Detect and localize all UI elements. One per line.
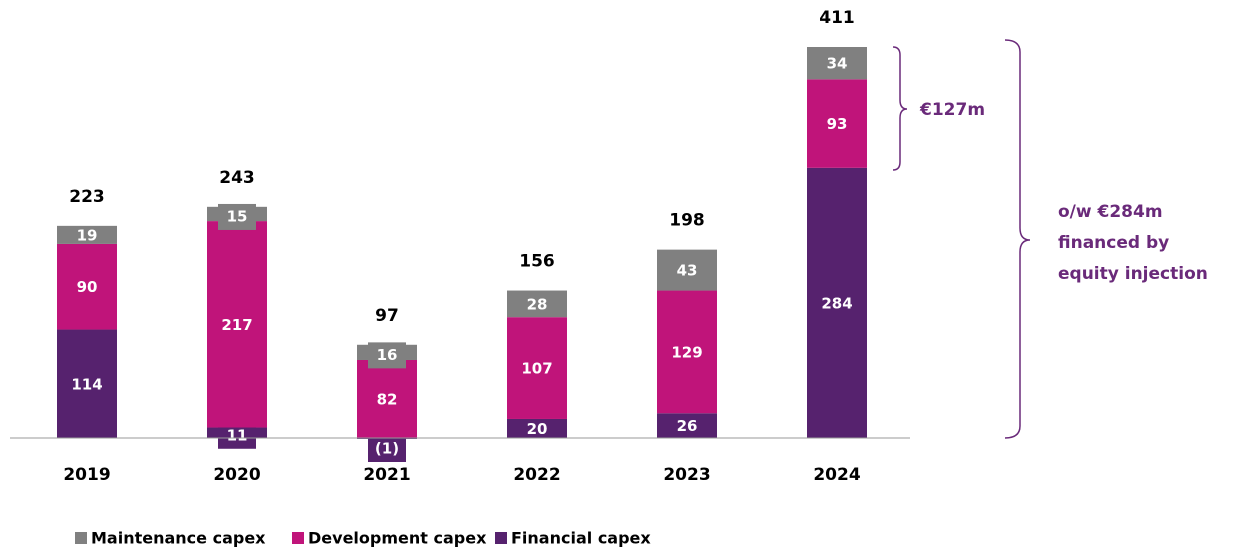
value-label: 15 [227,207,248,225]
value-label: 16 [377,346,398,364]
x-tick-label: 2020 [213,465,260,485]
legend-swatch [495,532,507,544]
total-label: 411 [819,8,855,28]
x-tick-label: 2024 [813,465,860,485]
value-label: 82 [377,390,398,408]
bar-segment [657,249,717,291]
total-label: 198 [669,211,705,231]
bar-segment [807,47,867,80]
total-label: 223 [69,187,105,207]
bar-segment [807,79,867,168]
value-label: 20 [527,420,548,438]
brace-small [892,46,908,171]
bar-segment [57,225,117,244]
legend-swatch [292,532,304,544]
label-box [368,342,406,369]
value-label: 90 [77,278,98,296]
annotation: €127m [919,100,985,120]
value-label: 284 [821,294,852,312]
value-label: 107 [521,360,552,378]
legend-swatch [75,532,87,544]
total-label: 243 [219,168,255,188]
value-label: 114 [71,375,102,393]
x-tick-label: 2022 [513,465,560,485]
value-label: 93 [827,115,848,133]
value-label: 19 [77,226,98,244]
bar-segment [507,418,567,438]
bar-segment [657,413,717,438]
bar-segment [657,290,717,414]
value-label: (1) [375,440,399,458]
value-label: 28 [527,295,548,313]
total-label: 156 [519,252,555,272]
bar-segment [507,290,567,318]
label-box [368,436,406,462]
bar-segment [357,359,417,438]
total-label: 97 [375,306,399,326]
value-label: 34 [827,55,848,73]
value-label: 129 [671,343,702,361]
bar-segment [57,329,117,438]
legend-label: Maintenance capex [91,529,266,548]
brace-large [1004,39,1031,439]
bar-segment [57,243,117,330]
legend-label: Development capex [308,529,487,548]
x-tick-label: 2019 [63,465,110,485]
x-tick-label: 2021 [363,465,410,485]
annotation: o/w €284m [1058,202,1163,222]
value-label: 217 [221,316,252,334]
annotation: financed by [1058,233,1169,253]
value-label: 43 [677,262,698,280]
label-box [218,203,256,230]
value-label: 26 [677,417,698,435]
bar-segment [207,221,267,428]
x-tick-label: 2023 [663,465,710,485]
annotation: equity injection [1058,264,1208,284]
legend-label: Financial capex [511,529,651,548]
value-label: 11 [227,426,248,444]
bar-segment [807,167,867,438]
bar-segment [507,317,567,419]
